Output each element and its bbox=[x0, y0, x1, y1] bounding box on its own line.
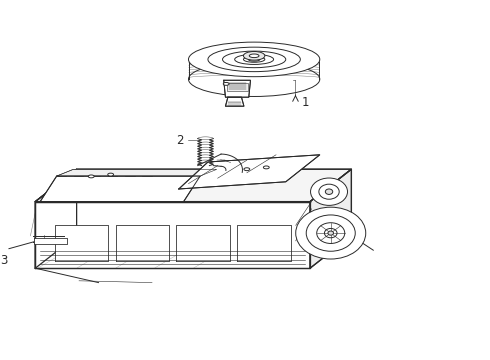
Text: 2: 2 bbox=[176, 134, 184, 147]
Polygon shape bbox=[310, 169, 351, 268]
Ellipse shape bbox=[189, 62, 320, 96]
Ellipse shape bbox=[296, 207, 366, 259]
Polygon shape bbox=[179, 155, 320, 189]
Polygon shape bbox=[57, 170, 217, 176]
Ellipse shape bbox=[235, 54, 273, 64]
Ellipse shape bbox=[223, 82, 229, 85]
Ellipse shape bbox=[244, 168, 250, 171]
Bar bbox=[227, 83, 248, 91]
Text: 3: 3 bbox=[0, 254, 7, 267]
Ellipse shape bbox=[248, 58, 260, 61]
Ellipse shape bbox=[244, 57, 265, 62]
Polygon shape bbox=[224, 80, 250, 97]
Polygon shape bbox=[55, 225, 108, 261]
Polygon shape bbox=[40, 176, 200, 202]
Ellipse shape bbox=[108, 173, 114, 176]
Polygon shape bbox=[176, 225, 230, 261]
Ellipse shape bbox=[328, 231, 334, 235]
Ellipse shape bbox=[311, 178, 347, 205]
Ellipse shape bbox=[249, 54, 259, 58]
Ellipse shape bbox=[222, 51, 286, 68]
Ellipse shape bbox=[244, 51, 265, 60]
Text: 1: 1 bbox=[301, 96, 309, 109]
Ellipse shape bbox=[264, 166, 269, 169]
Polygon shape bbox=[35, 169, 351, 202]
Polygon shape bbox=[116, 225, 169, 261]
Ellipse shape bbox=[324, 229, 337, 238]
Ellipse shape bbox=[208, 47, 300, 72]
Ellipse shape bbox=[325, 189, 333, 194]
Polygon shape bbox=[35, 169, 76, 268]
Polygon shape bbox=[35, 202, 310, 268]
Ellipse shape bbox=[317, 223, 345, 243]
Polygon shape bbox=[34, 238, 67, 244]
Polygon shape bbox=[225, 97, 244, 106]
Ellipse shape bbox=[88, 175, 94, 178]
Ellipse shape bbox=[319, 184, 339, 199]
Ellipse shape bbox=[306, 215, 355, 251]
Polygon shape bbox=[237, 225, 291, 261]
Ellipse shape bbox=[189, 42, 320, 77]
